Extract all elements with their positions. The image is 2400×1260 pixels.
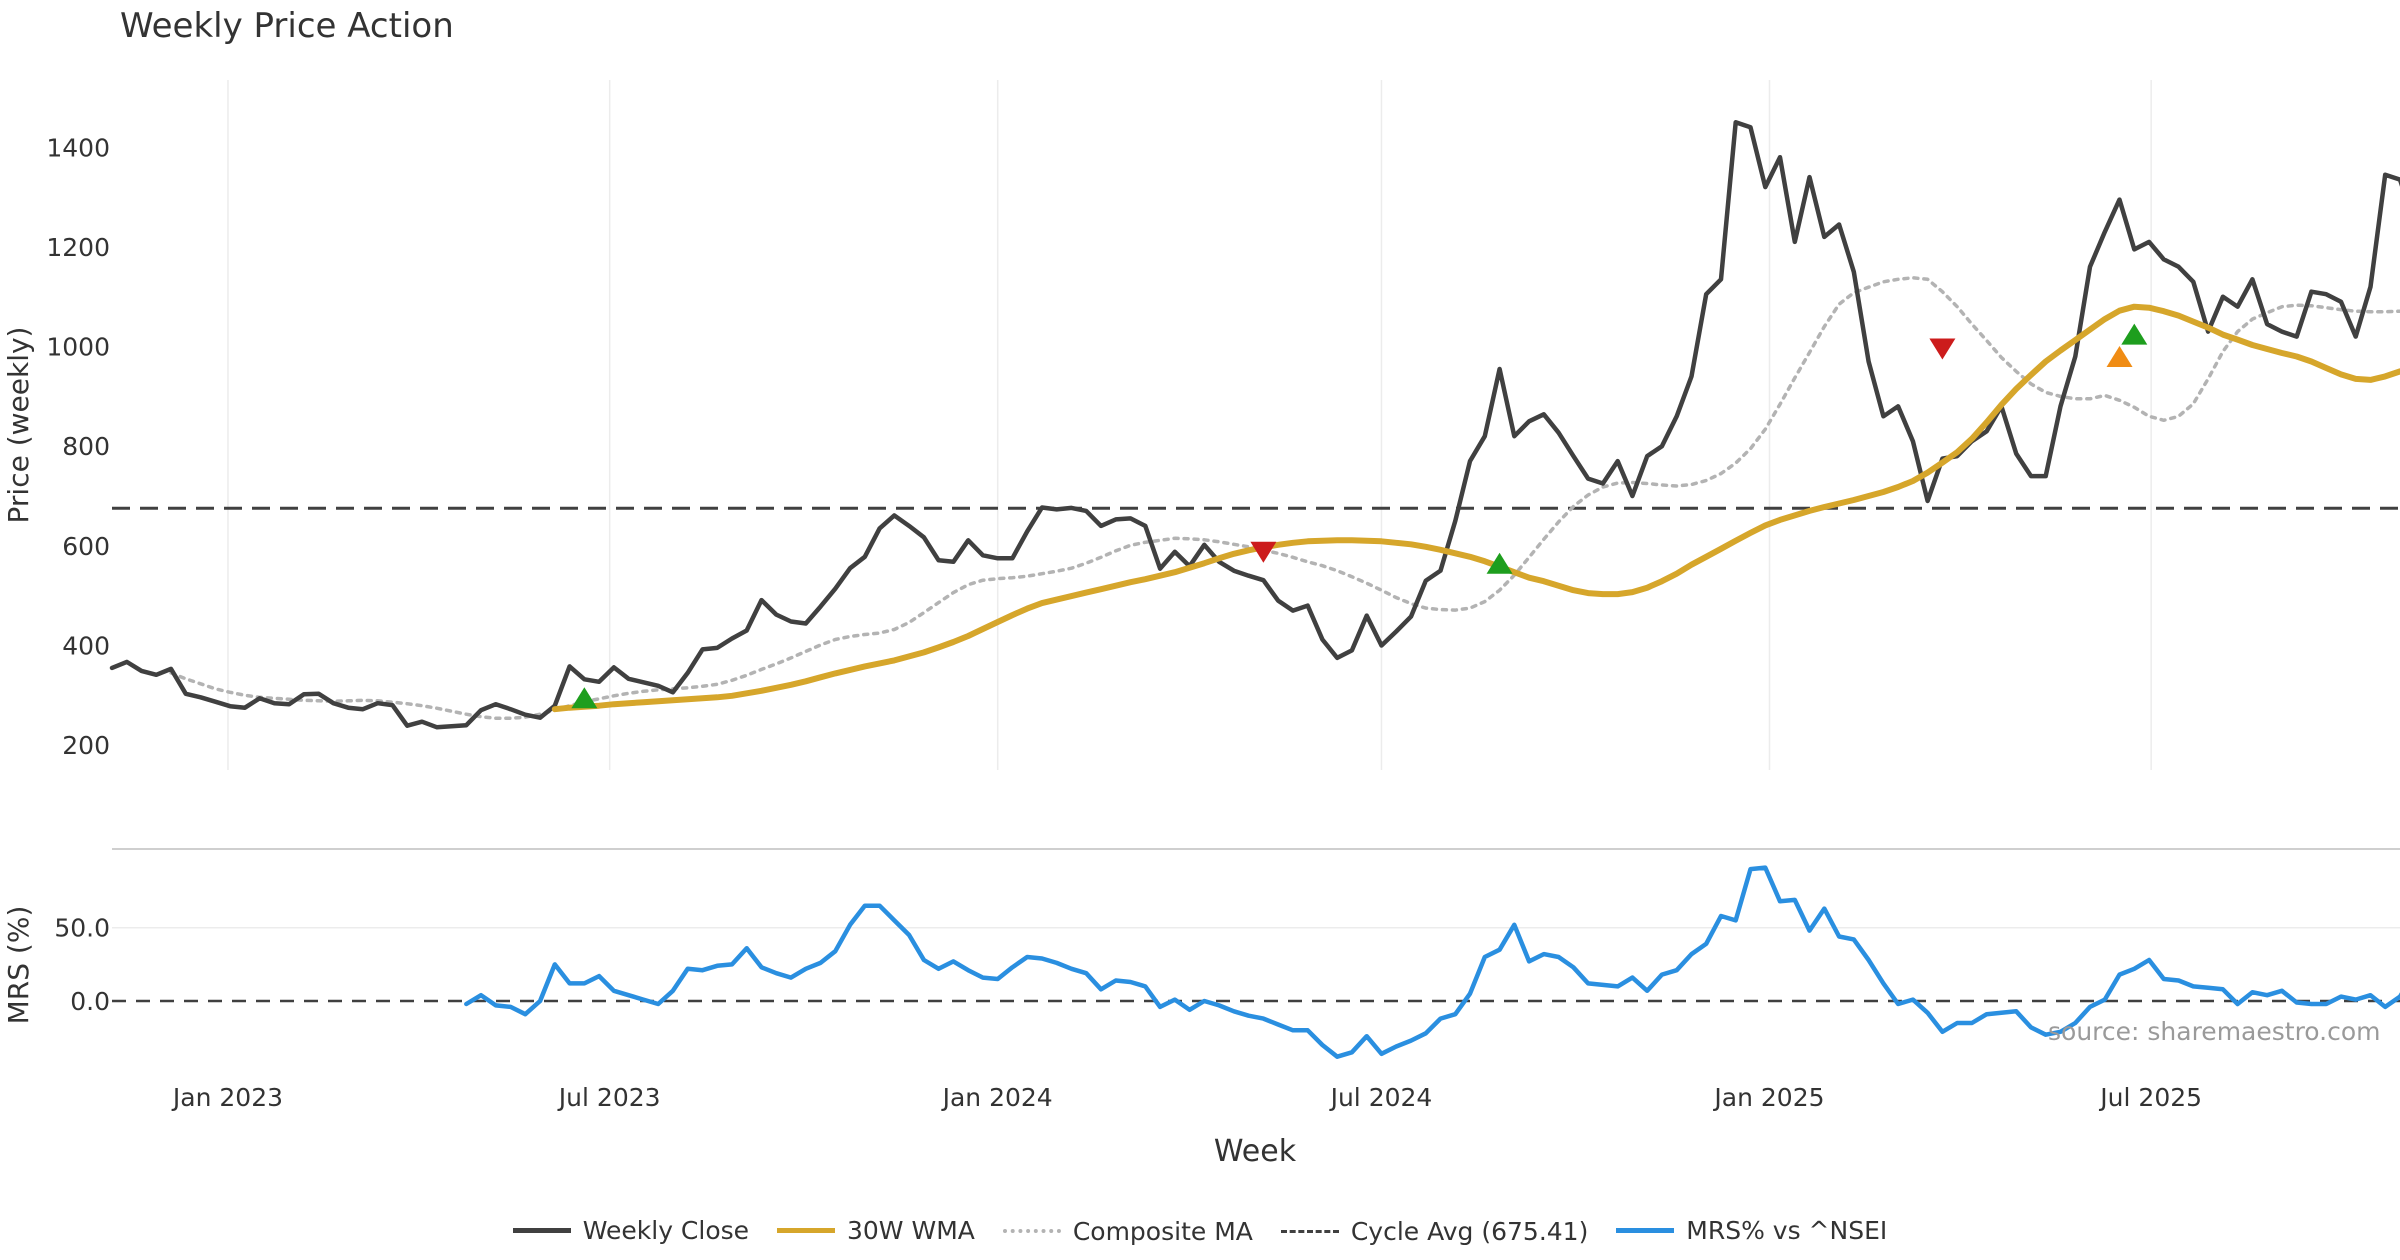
price-y-tick-label: 200	[62, 731, 110, 760]
price-y-tick-label: 1400	[46, 133, 110, 162]
series-weekly-close	[109, 120, 2400, 730]
x-tick-label: Jul 2024	[1329, 1083, 1433, 1112]
legend-label-composite-ma: Composite MA	[1072, 1216, 1253, 1246]
legend-label-mrs: MRS% vs ^NSEI	[1686, 1216, 1888, 1245]
legend-swatch-mrs	[1616, 1228, 1675, 1233]
legend-swatch-wma	[777, 1228, 835, 1233]
price-y-tick-label: 800	[62, 432, 110, 461]
legend-item-mrs: MRS% vs ^NSEI	[1616, 1216, 1887, 1245]
series-30w-wma	[551, 303, 2400, 713]
marker-sell-down	[1929, 338, 1956, 360]
price-y-ticks: 200 400 600 800 1000 1200 1400	[46, 133, 110, 760]
price-y-tick-label: 400	[62, 631, 110, 660]
marker-buy-up	[1486, 552, 1513, 574]
marker-buy-up	[2121, 323, 2148, 345]
mrs-y-axis-label: MRS (%)	[2, 906, 35, 1025]
main-gridlines	[227, 80, 2152, 770]
legend-item-weekly-close: Weekly Close	[512, 1216, 750, 1245]
mrs-y-tick-label: 50.0	[54, 914, 110, 943]
x-tick-label: Jul 2023	[557, 1083, 661, 1112]
legend-item-cycle-avg: Cycle Avg (675.41)	[1280, 1217, 1589, 1246]
legend-item-wma: 30W WMA	[777, 1216, 975, 1245]
x-axis-label: Week	[1214, 1134, 1297, 1169]
source-credit: source: sharemaestro.com	[2048, 1017, 2381, 1046]
x-tick-label: Jan 2023	[171, 1083, 283, 1112]
marker-alert-up	[2106, 345, 2133, 367]
legend-label-cycle-avg: Cycle Avg (675.41)	[1350, 1217, 1589, 1246]
legend-swatch-composite-ma	[1002, 1229, 1061, 1233]
legend-label-wma: 30W WMA	[847, 1216, 975, 1245]
series-mrs	[464, 865, 2400, 1059]
price-y-axis-label: Price (weekly)	[2, 327, 35, 524]
price-y-tick-label: 1200	[46, 233, 110, 262]
chart-title: Weekly Price Action	[120, 6, 454, 46]
marker-sell-down	[1250, 541, 1277, 563]
mrs-y-tick-label: 0.0	[70, 987, 110, 1016]
x-tick-label: Jul 2025	[2098, 1083, 2202, 1112]
mrs-series-layer	[464, 865, 2400, 1059]
price-y-tick-label: 1000	[46, 333, 110, 362]
legend-swatch-weekly-close	[512, 1228, 571, 1233]
legend-label-weekly-close: Weekly Close	[582, 1216, 750, 1245]
x-tick-label: Jan 2024	[941, 1083, 1053, 1112]
legend-item-composite-ma: Composite MA	[1002, 1216, 1253, 1246]
mrs-y-ticks: 0.0 50.0	[54, 914, 110, 1016]
signal-markers	[571, 323, 2148, 709]
legend-swatch-cycle-avg	[1280, 1230, 1339, 1233]
marker-buy-up	[571, 687, 598, 709]
mrs-gridlines	[112, 926, 2400, 1003]
series-composite-ma	[169, 276, 2400, 720]
price-y-tick-label: 600	[62, 532, 110, 561]
x-tick-label: Jan 2025	[1712, 1083, 1824, 1112]
legend: Weekly Close 30W WMA Composite MA Cycle …	[0, 1210, 2400, 1246]
price-series-layer	[109, 120, 2400, 730]
x-ticks: Jan 2023 Jul 2023 Jan 2024 Jul 2024 Jan 2025…	[171, 1083, 2202, 1112]
